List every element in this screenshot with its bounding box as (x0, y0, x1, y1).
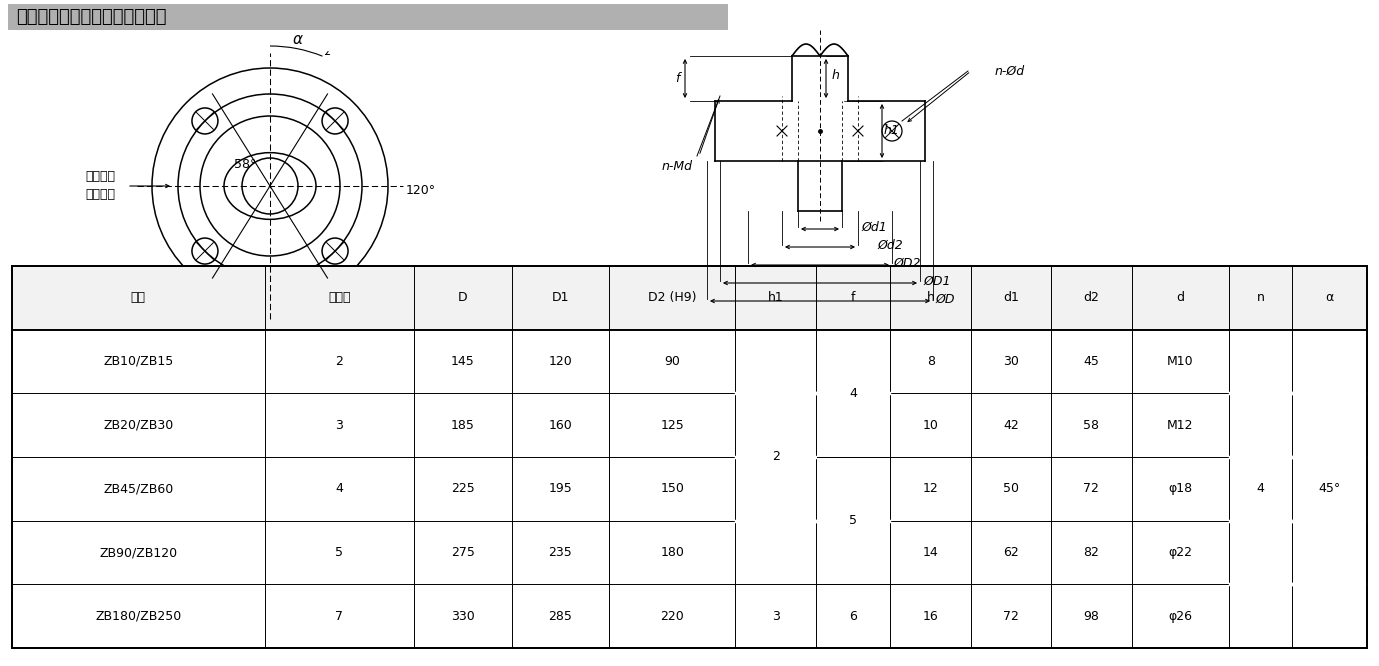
Text: ØD2: ØD2 (894, 256, 921, 270)
Text: 与阀门连接的结构示意图及尺寸: 与阀门连接的结构示意图及尺寸 (17, 8, 167, 26)
Text: 法兰号: 法兰号 (328, 291, 350, 304)
Text: Ød1: Ød1 (860, 220, 887, 234)
Text: 心线平行: 心线平行 (85, 188, 114, 202)
Text: 4: 4 (1256, 482, 1265, 496)
Text: φ22: φ22 (1168, 546, 1193, 559)
Text: h1: h1 (884, 125, 900, 137)
Text: ZB20/ZB30: ZB20/ZB30 (103, 419, 174, 432)
Bar (12, 457, 1367, 521)
Text: f: f (851, 291, 855, 304)
Text: 195: 195 (549, 482, 572, 496)
Text: 62: 62 (1003, 546, 1019, 559)
Text: ØD1: ØD1 (924, 274, 950, 288)
Text: 72: 72 (1003, 609, 1019, 623)
Text: 275: 275 (451, 546, 474, 559)
Text: h: h (927, 291, 935, 304)
Text: Ød2: Ød2 (877, 238, 903, 252)
Text: 145: 145 (451, 355, 474, 368)
Text: 58: 58 (1084, 419, 1099, 432)
Text: D: D (458, 291, 467, 304)
Text: α: α (292, 33, 303, 47)
Text: n: n (1256, 291, 1265, 304)
Text: 16: 16 (923, 609, 939, 623)
Text: h1: h1 (768, 291, 783, 304)
Text: 7: 7 (335, 609, 343, 623)
Text: α: α (1325, 291, 1333, 304)
Text: h: h (832, 69, 840, 82)
Text: 10: 10 (923, 419, 939, 432)
Bar (12, 330, 1367, 394)
Text: D2 (H9): D2 (H9) (648, 291, 696, 304)
Text: 72: 72 (1084, 482, 1099, 496)
Text: 220: 220 (661, 609, 684, 623)
Bar (12, 394, 1367, 457)
Text: M12: M12 (1167, 419, 1194, 432)
Bar (8, 4, 728, 30)
Text: ZB180/ZB250: ZB180/ZB250 (95, 609, 182, 623)
Text: ØD: ØD (935, 292, 954, 306)
Text: 180: 180 (661, 546, 684, 559)
Text: 50: 50 (1003, 482, 1019, 496)
Text: 185: 185 (451, 419, 474, 432)
Text: φ18: φ18 (1168, 482, 1193, 496)
Text: 5: 5 (335, 546, 343, 559)
Text: 120°: 120° (405, 184, 436, 196)
Text: ZB90/ZB120: ZB90/ZB120 (99, 546, 178, 559)
Text: ZB10/ZB15: ZB10/ZB15 (103, 355, 174, 368)
Bar (821, 56, 848, 101)
Text: ZB45/ZB60: ZB45/ZB60 (103, 482, 174, 496)
Text: 82: 82 (1084, 546, 1099, 559)
Text: 58°: 58° (234, 157, 256, 170)
Text: 330: 330 (451, 609, 474, 623)
Text: 3: 3 (772, 609, 779, 623)
Text: 125: 125 (661, 419, 684, 432)
Text: n-Md: n-Md (662, 159, 694, 172)
Text: 98: 98 (1084, 609, 1099, 623)
Text: 与螺杆轴: 与螺杆轴 (85, 170, 114, 184)
Text: D1: D1 (552, 291, 570, 304)
Text: 12: 12 (923, 482, 939, 496)
Bar (792, 31, 848, 56)
Text: 14: 14 (923, 546, 939, 559)
Text: d1: d1 (1003, 291, 1019, 304)
Text: 225: 225 (451, 482, 474, 496)
Text: 235: 235 (549, 546, 572, 559)
Bar (12, 521, 1367, 584)
Text: φ26: φ26 (1168, 609, 1193, 623)
Text: 150: 150 (661, 482, 684, 496)
Text: d: d (1176, 291, 1185, 304)
Text: M10: M10 (1167, 355, 1194, 368)
Text: 8: 8 (927, 355, 935, 368)
Text: 45: 45 (1084, 355, 1099, 368)
Text: 160: 160 (549, 419, 572, 432)
Text: 5: 5 (849, 514, 858, 527)
Text: 型号: 型号 (131, 291, 146, 304)
Text: d2: d2 (1084, 291, 1099, 304)
Text: f: f (674, 72, 680, 85)
Bar (12, 584, 1367, 648)
Text: 120: 120 (549, 355, 572, 368)
Bar (12, 266, 1367, 330)
Text: 2: 2 (772, 450, 779, 464)
Text: 2: 2 (335, 355, 343, 368)
Bar (714, 101, 792, 161)
Text: n-Ød: n-Ød (996, 65, 1025, 77)
Text: 90: 90 (665, 355, 680, 368)
Text: 4: 4 (335, 482, 343, 496)
Bar (848, 101, 925, 161)
Text: 42: 42 (1003, 419, 1019, 432)
Text: 45°: 45° (1318, 482, 1340, 496)
Text: 3: 3 (335, 419, 343, 432)
Text: 6: 6 (849, 609, 858, 623)
Text: 285: 285 (549, 609, 572, 623)
Text: 4: 4 (849, 387, 858, 400)
Bar (792, 56, 821, 101)
Text: 30: 30 (1003, 355, 1019, 368)
